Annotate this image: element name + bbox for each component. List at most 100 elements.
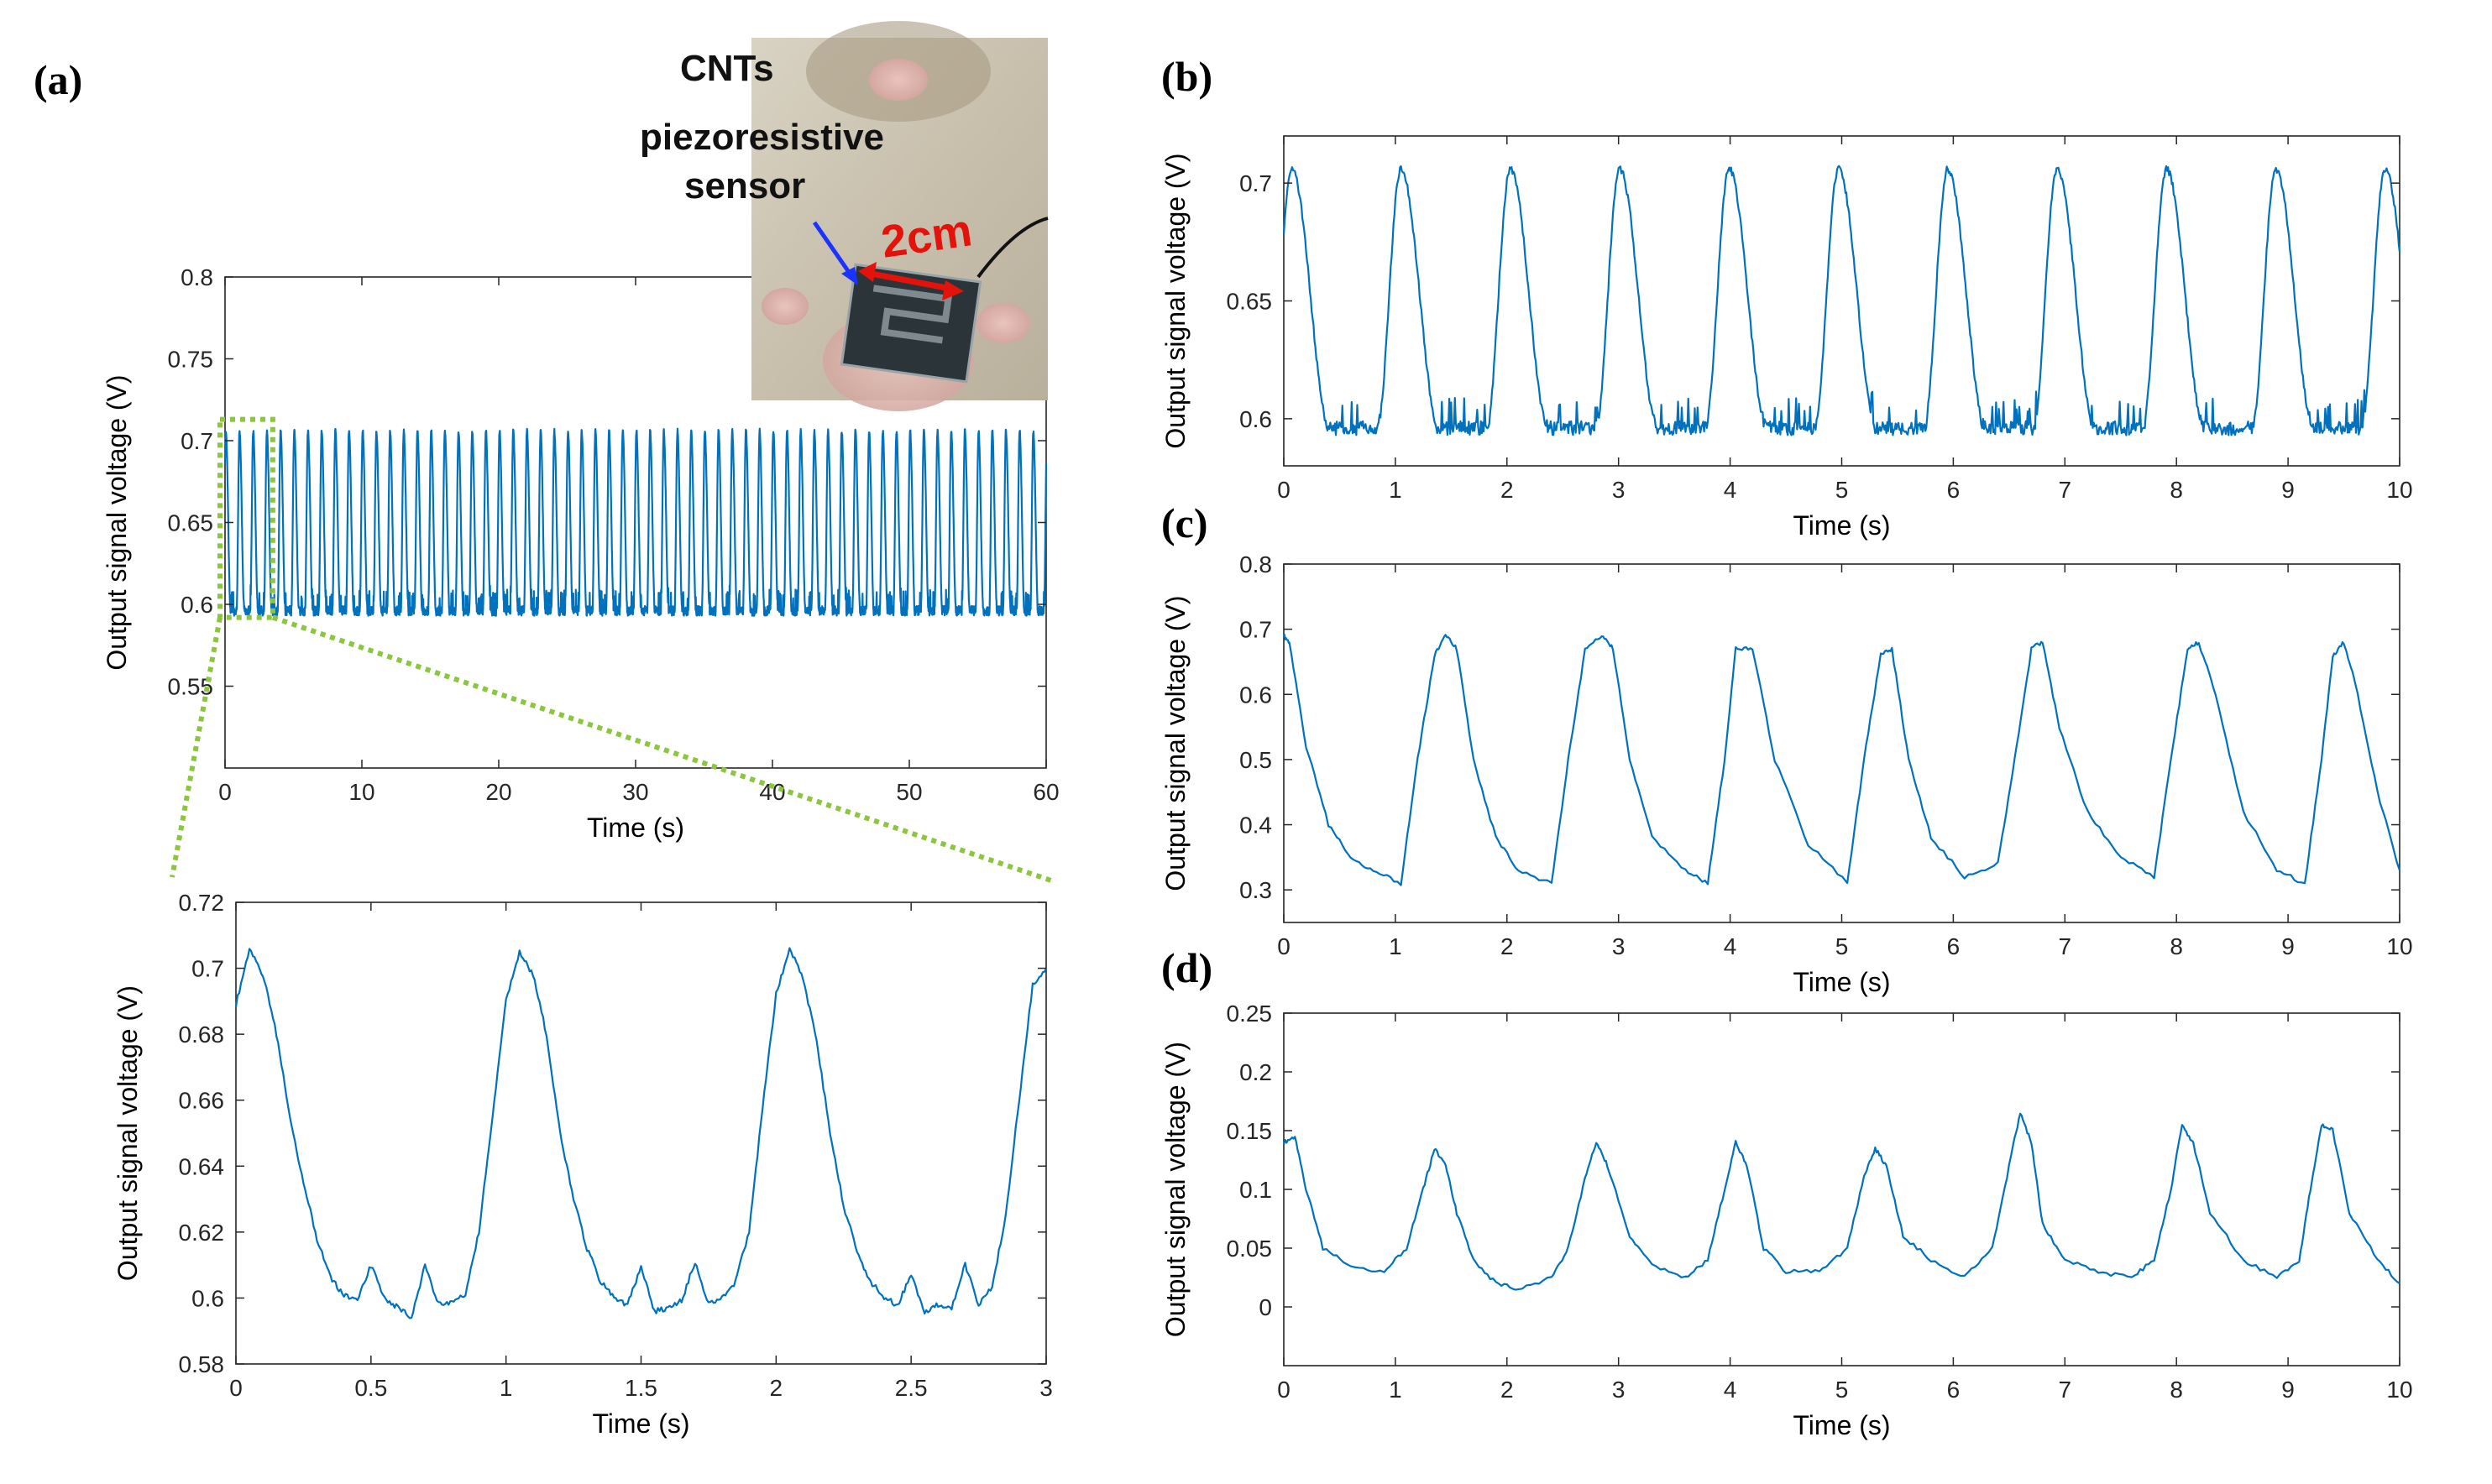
panel-label-b: (b) bbox=[1161, 53, 1212, 100]
y-tick-label: 0.7 bbox=[1239, 170, 1272, 196]
y-tick-label: 0.6 bbox=[1239, 682, 1272, 708]
photo-snout bbox=[869, 59, 928, 101]
chart-d: 0 1 2 3 4 5 6 7 8 9 10 0 0.05 0.1 0.15 0.2 0.25 Time (s) O… bbox=[1160, 1001, 2413, 1440]
x-tick-label: 0 bbox=[1277, 1377, 1290, 1403]
x-tick-label: 8 bbox=[2170, 933, 2183, 959]
chart-c: 0 1 2 3 4 5 6 7 8 9 10 0.3 0.4 0.5 0.6 0.7 0.8 Time (s) Ou… bbox=[1160, 551, 2413, 997]
y-tick-label: 0.6 bbox=[181, 592, 213, 618]
x-axis-label: Time (s) bbox=[592, 1408, 689, 1439]
y-tick-label: 0.62 bbox=[179, 1220, 225, 1246]
y-tick-label: 0.2 bbox=[1239, 1059, 1272, 1085]
photo-red-arrowhead-right bbox=[942, 280, 964, 300]
x-axis-label: Time (s) bbox=[1793, 510, 1890, 541]
y-tick-label: 0.7 bbox=[1239, 617, 1272, 643]
series-line bbox=[1282, 165, 2401, 436]
x-tick-label: 9 bbox=[2281, 933, 2295, 959]
photo-blue-arrow bbox=[812, 221, 855, 279]
x-tick-label: 4 bbox=[1724, 933, 1737, 959]
photo-label-line3: sensor bbox=[684, 165, 805, 206]
x-tick-label: 7 bbox=[2059, 477, 2072, 503]
panel-label-d: (d) bbox=[1161, 944, 1212, 991]
x-tick-label: 10 bbox=[348, 779, 374, 805]
x-tick-label: 3 bbox=[1612, 1377, 1626, 1403]
series-line bbox=[1282, 634, 2401, 886]
x-tick-label: 7 bbox=[2059, 1377, 2072, 1403]
x-tick-label: 6 bbox=[1947, 477, 1961, 503]
y-tick-label: 0.6 bbox=[1239, 406, 1272, 432]
x-tick-label: 5 bbox=[1835, 933, 1849, 959]
y-tick-label: 0.66 bbox=[179, 1088, 225, 1114]
y-tick-label: 0.64 bbox=[179, 1153, 225, 1179]
x-tick-label: 10 bbox=[2386, 1377, 2412, 1403]
x-tick-label: 4 bbox=[1724, 477, 1737, 503]
series-line bbox=[1282, 1112, 2400, 1291]
photo-label-line2: piezoresistive bbox=[640, 117, 884, 158]
x-tick-label: 1 bbox=[500, 1375, 513, 1401]
x-tick-label: 3 bbox=[1612, 933, 1626, 959]
x-tick-label: 3 bbox=[1612, 477, 1626, 503]
photo-label-line1: CNTs bbox=[680, 48, 774, 89]
y-axis-label: Output signal voltage (V) bbox=[1160, 1042, 1191, 1337]
x-tick-label: 2 bbox=[1500, 477, 1514, 503]
x-tick-label: 0 bbox=[218, 779, 232, 805]
x-tick-label: 20 bbox=[485, 779, 511, 805]
x-tick-label: 2 bbox=[770, 1375, 783, 1401]
zoom-box bbox=[217, 416, 275, 620]
x-tick-label: 8 bbox=[2170, 1377, 2183, 1403]
y-tick-label: 0.72 bbox=[179, 890, 225, 916]
y-tick-label: 0.05 bbox=[1227, 1236, 1273, 1262]
x-tick-label: 0 bbox=[229, 1375, 243, 1401]
x-tick-label: 3 bbox=[1039, 1375, 1053, 1401]
y-axis-label: Output signal voltage (V) bbox=[113, 985, 143, 1281]
y-tick-label: 0.1 bbox=[1239, 1177, 1272, 1203]
x-tick-label: 2 bbox=[1500, 933, 1514, 959]
photo-blue-arrowhead bbox=[841, 267, 858, 285]
x-tick-label: 4 bbox=[1724, 1377, 1737, 1403]
y-tick-label: 0.7 bbox=[181, 428, 213, 454]
y-tick-label: 0.65 bbox=[1227, 289, 1273, 315]
sensor-photo: CNTs piezoresistive sensor 2cm bbox=[640, 21, 1049, 411]
photo-red-arrow bbox=[866, 269, 956, 293]
y-tick-label: 0.58 bbox=[179, 1351, 225, 1377]
y-axis-label: Output signal voltage (V) bbox=[1160, 595, 1191, 891]
zoom-indicator bbox=[170, 416, 1055, 884]
y-tick-label: 0.8 bbox=[1239, 551, 1272, 577]
x-tick-label: 0.5 bbox=[354, 1375, 387, 1401]
x-tick-label: 9 bbox=[2281, 1377, 2295, 1403]
panel-label-c: (c) bbox=[1161, 499, 1208, 546]
x-tick-label: 6 bbox=[1947, 933, 1961, 959]
x-tick-label: 7 bbox=[2059, 933, 2072, 959]
x-tick-label: 1 bbox=[1389, 933, 1402, 959]
y-tick-label: 0 bbox=[1259, 1294, 1272, 1320]
x-tick-label: 0 bbox=[1277, 477, 1290, 503]
x-tick-label: 10 bbox=[2386, 933, 2412, 959]
axes-box bbox=[235, 901, 1047, 1365]
chart-a-bottom: 0 0.5 1 1.5 2 2.5 3 0.58 0.6 0.62 0.64 0.66 0.68 0.7 0… bbox=[113, 890, 1053, 1439]
x-tick-label: 1 bbox=[1389, 477, 1402, 503]
x-tick-label: 60 bbox=[1033, 779, 1059, 805]
y-axis-label: Output signal voltage (V) bbox=[1160, 153, 1191, 448]
photo-wire bbox=[976, 217, 1049, 279]
zoom-connector-left bbox=[170, 617, 222, 878]
y-tick-label: 0.5 bbox=[1239, 747, 1272, 773]
x-tick-label: 6 bbox=[1947, 1377, 1961, 1403]
y-tick-label: 0.6 bbox=[191, 1285, 224, 1311]
x-tick-label: 1.5 bbox=[625, 1375, 657, 1401]
photo-paw-right bbox=[976, 303, 1030, 343]
y-tick-label: 0.75 bbox=[168, 347, 214, 373]
y-tick-label: 0.15 bbox=[1227, 1118, 1273, 1144]
x-tick-label: 2.5 bbox=[895, 1375, 928, 1401]
photo-red-arrowhead-left bbox=[858, 262, 877, 282]
photo-sensor-trace bbox=[872, 285, 952, 344]
photo-paw-left bbox=[762, 288, 809, 325]
y-tick-label: 0.3 bbox=[1239, 877, 1272, 903]
x-tick-label: 50 bbox=[896, 779, 922, 805]
series-line bbox=[234, 947, 1047, 1319]
x-tick-label: 5 bbox=[1835, 477, 1849, 503]
x-tick-label: 9 bbox=[2281, 477, 2295, 503]
x-tick-label: 0 bbox=[1277, 933, 1290, 959]
x-tick-label: 10 bbox=[2386, 477, 2412, 503]
y-tick-label: 0.8 bbox=[181, 264, 213, 290]
x-tick-label: 2 bbox=[1500, 1377, 1514, 1403]
